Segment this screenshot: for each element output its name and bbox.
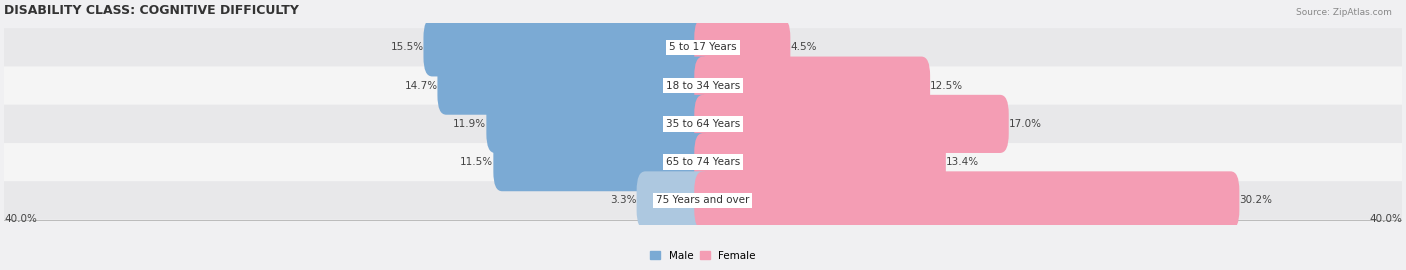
Text: 13.4%: 13.4%	[946, 157, 979, 167]
FancyBboxPatch shape	[695, 56, 931, 115]
FancyBboxPatch shape	[695, 171, 1239, 229]
FancyBboxPatch shape	[423, 18, 711, 76]
Text: 11.9%: 11.9%	[453, 119, 486, 129]
Text: 40.0%: 40.0%	[4, 214, 37, 224]
Text: 75 Years and over: 75 Years and over	[657, 195, 749, 205]
Text: 35 to 64 Years: 35 to 64 Years	[666, 119, 740, 129]
FancyBboxPatch shape	[486, 95, 711, 153]
Text: 15.5%: 15.5%	[391, 42, 423, 52]
Text: 5 to 17 Years: 5 to 17 Years	[669, 42, 737, 52]
FancyBboxPatch shape	[0, 66, 1406, 105]
Text: 11.5%: 11.5%	[460, 157, 494, 167]
FancyBboxPatch shape	[695, 18, 790, 76]
Text: 18 to 34 Years: 18 to 34 Years	[666, 81, 740, 91]
FancyBboxPatch shape	[695, 95, 1008, 153]
Text: 17.0%: 17.0%	[1008, 119, 1042, 129]
FancyBboxPatch shape	[637, 171, 711, 229]
FancyBboxPatch shape	[0, 181, 1406, 220]
Text: 12.5%: 12.5%	[931, 81, 963, 91]
FancyBboxPatch shape	[0, 105, 1406, 143]
Legend: Male, Female: Male, Female	[645, 247, 761, 265]
FancyBboxPatch shape	[437, 56, 711, 115]
Text: 40.0%: 40.0%	[1369, 214, 1402, 224]
FancyBboxPatch shape	[0, 143, 1406, 181]
Text: 3.3%: 3.3%	[610, 195, 637, 205]
Text: 30.2%: 30.2%	[1239, 195, 1272, 205]
Text: 14.7%: 14.7%	[405, 81, 437, 91]
FancyBboxPatch shape	[494, 133, 711, 191]
Text: 65 to 74 Years: 65 to 74 Years	[666, 157, 740, 167]
Text: Source: ZipAtlas.com: Source: ZipAtlas.com	[1296, 8, 1392, 17]
Text: 4.5%: 4.5%	[790, 42, 817, 52]
FancyBboxPatch shape	[0, 28, 1406, 66]
FancyBboxPatch shape	[695, 133, 946, 191]
Text: DISABILITY CLASS: COGNITIVE DIFFICULTY: DISABILITY CLASS: COGNITIVE DIFFICULTY	[4, 4, 299, 17]
